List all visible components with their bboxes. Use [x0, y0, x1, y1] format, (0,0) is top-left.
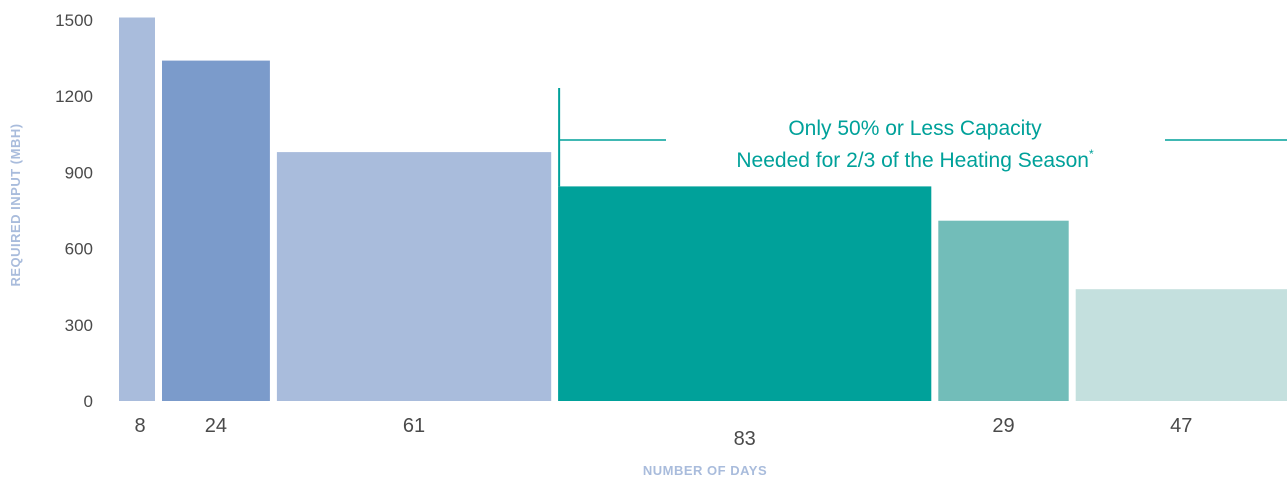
x-tick-label-47: 47 — [1170, 415, 1192, 437]
bar-29 — [938, 220, 1069, 401]
x-category-labels: 8 24 61 83 29 47 — [134, 415, 1192, 450]
x-tick-label-8: 8 — [134, 415, 145, 437]
y-tick-label-1500: 1500 — [55, 11, 93, 30]
y-axis-title: REQUIRED INPUT (MBH) — [8, 123, 23, 286]
annotation-line-2: Needed for 2/3 of the Heating Season* — [736, 147, 1094, 172]
x-tick-label-83: 83 — [734, 428, 756, 450]
bar-24 — [162, 60, 270, 401]
annotation-line-1: Only 50% or Less Capacity — [788, 117, 1042, 140]
bar-8 — [119, 17, 155, 401]
annotation-footnote-mark: * — [1089, 147, 1094, 161]
y-tick-label-1200: 1200 — [55, 87, 93, 106]
bars-layer — [119, 17, 1287, 401]
annotation: Only 50% or Less Capacity Needed for 2/3… — [558, 88, 1287, 187]
y-tick-labels: 0 300 600 900 1200 1500 — [55, 11, 93, 411]
x-tick-label-24: 24 — [205, 415, 227, 437]
annotation-line-2-text: Needed for 2/3 of the Heating Season — [736, 149, 1089, 172]
y-tick-label-0: 0 — [84, 392, 93, 411]
y-tick-label-300: 300 — [65, 316, 93, 335]
bar-61 — [276, 152, 552, 401]
y-tick-label-600: 600 — [65, 240, 93, 259]
bar-47 — [1075, 289, 1287, 401]
x-axis-title: NUMBER OF DAYS — [643, 463, 767, 478]
x-tick-label-29: 29 — [992, 415, 1014, 437]
x-tick-label-61: 61 — [403, 415, 425, 437]
y-tick-label-900: 900 — [65, 163, 93, 182]
bar-83 — [558, 186, 932, 401]
